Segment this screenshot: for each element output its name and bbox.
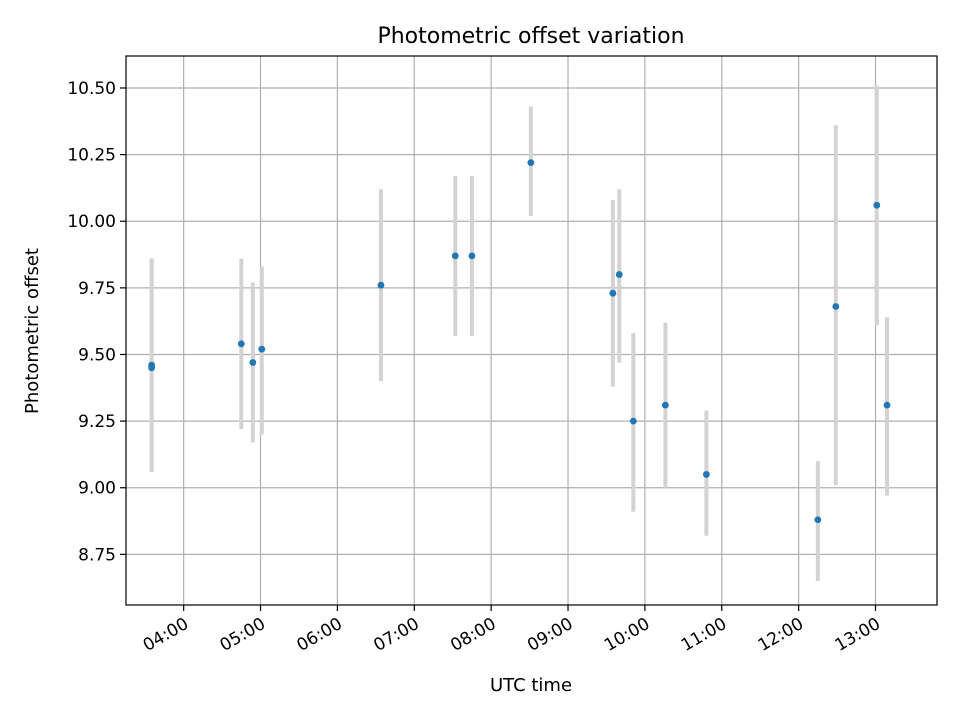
- y-tick-label: 9.00: [78, 479, 116, 499]
- y-tick-label: 10.25: [67, 146, 116, 166]
- data-point: [237, 340, 245, 348]
- y-tick-label: 9.75: [78, 279, 116, 299]
- data-point: [609, 289, 617, 297]
- y-tick-label: 10.50: [67, 79, 116, 99]
- y-tick-label: 9.50: [78, 345, 116, 365]
- data-point: [615, 271, 623, 278]
- data-point: [527, 159, 535, 167]
- chart-title: Photometric offset variation: [377, 24, 684, 49]
- x-axis-label: UTC time: [490, 675, 572, 696]
- plot-frame: [125, 55, 938, 606]
- data-point: [629, 417, 637, 425]
- data-point: [377, 281, 385, 289]
- data-point: [148, 364, 156, 372]
- data-point: [832, 303, 840, 310]
- data-point: [258, 345, 266, 353]
- y-axis-label: Photometric offset: [22, 248, 43, 414]
- y-tick-label: 10.00: [67, 212, 116, 232]
- data-point: [249, 359, 257, 366]
- data-point: [451, 252, 459, 260]
- data-point: [873, 201, 881, 209]
- data-point: [661, 401, 669, 409]
- data-point: [702, 471, 710, 478]
- data-point: [883, 401, 891, 409]
- y-axis-ticks: 8.75 9.00 9.25 9.50 9.75 10.00 10.25 10.50: [67, 79, 126, 565]
- y-tick-label: 8.75: [78, 545, 116, 565]
- data-point: [814, 516, 822, 524]
- y-tick-label: 9.25: [78, 412, 116, 432]
- data-points: [148, 159, 891, 524]
- data-point: [468, 252, 476, 260]
